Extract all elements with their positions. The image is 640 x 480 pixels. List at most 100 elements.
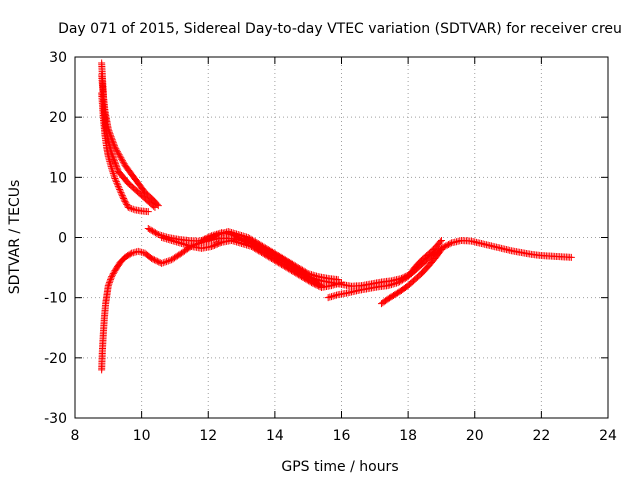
data-point: [110, 142, 118, 150]
data-point: [392, 279, 400, 287]
data-point: [120, 195, 128, 203]
data-point: [164, 236, 172, 244]
data-point: [396, 278, 404, 286]
data-point: [273, 258, 281, 266]
data-point: [283, 258, 291, 266]
data-point: [276, 260, 284, 268]
data-point: [118, 157, 126, 165]
data-point: [391, 280, 399, 288]
data-point: [324, 294, 332, 302]
data-point: [334, 280, 342, 288]
data-point: [216, 239, 224, 247]
data-point: [315, 280, 323, 288]
y-tick-label: -20: [44, 351, 67, 367]
data-point: [144, 224, 152, 232]
data-point: [109, 168, 117, 176]
x-axis-label: GPS time / hours: [281, 459, 398, 475]
data-point: [279, 261, 287, 269]
data-point: [117, 189, 125, 197]
data-point: [106, 277, 114, 285]
data-point: [262, 246, 270, 254]
data-point: [114, 149, 122, 157]
data-point: [116, 187, 124, 195]
data-point: [123, 200, 131, 208]
data-point: [178, 240, 186, 248]
data-point: [163, 258, 171, 266]
data-point: [243, 237, 251, 245]
data-point: [112, 145, 120, 153]
data-point: [443, 241, 451, 249]
x-tick-label: 16: [333, 428, 351, 444]
data-point: [146, 225, 154, 233]
data-point: [107, 276, 115, 284]
data-point: [154, 202, 162, 210]
data-point: [118, 155, 126, 163]
data-point: [115, 184, 123, 192]
data-point: [158, 259, 166, 267]
axis-ticks: 8 10 12 14 16 18 20 22 24 -30 -20 -10 0 10 20 30: [44, 50, 617, 444]
data-point: [283, 264, 291, 272]
data-point: [328, 282, 336, 290]
data-point: [280, 256, 288, 264]
x-tick-label: 8: [71, 428, 80, 444]
y-tick-label: -30: [44, 411, 67, 427]
data-point: [183, 241, 191, 249]
x-tick-label: 22: [532, 428, 550, 444]
data-point: [112, 178, 120, 186]
data-point: [331, 292, 339, 300]
data-point: [176, 239, 184, 247]
data-point: [230, 232, 238, 240]
data-point: [401, 274, 409, 282]
data-point: [113, 148, 121, 156]
data-point: [436, 247, 444, 255]
data-point: [161, 235, 169, 243]
data-point: [258, 244, 266, 252]
data-point: [437, 237, 445, 245]
data-point: [275, 253, 283, 261]
data-point: [240, 236, 248, 244]
data-point: [205, 233, 213, 241]
data-point: [199, 236, 207, 244]
data-point: [228, 237, 236, 245]
data-point: [108, 134, 116, 142]
data-points: [98, 59, 575, 374]
series-late-track: [377, 246, 445, 308]
data-point: [113, 179, 121, 187]
data-point: [285, 265, 293, 273]
data-point: [209, 231, 217, 239]
data-point: [105, 280, 113, 288]
data-point: [110, 173, 118, 181]
x-tick-label: 20: [466, 428, 484, 444]
data-point: [124, 203, 132, 211]
data-point: [120, 196, 128, 204]
data-point: [248, 240, 256, 248]
data-point: [400, 275, 408, 283]
data-point: [108, 136, 116, 144]
data-point: [266, 248, 274, 256]
data-point: [108, 273, 116, 281]
data-point: [338, 279, 345, 287]
data-point: [109, 137, 117, 145]
data-point: [255, 243, 263, 251]
data-point: [213, 230, 221, 238]
series-descending-track-C: [98, 89, 152, 216]
data-point: [129, 205, 137, 213]
data-point: [116, 152, 124, 160]
data-point: [289, 267, 297, 275]
data-point: [128, 205, 136, 213]
data-point: [174, 239, 182, 247]
data-point: [181, 241, 189, 249]
data-point: [149, 255, 157, 263]
data-point: [398, 276, 406, 284]
data-point: [119, 158, 127, 166]
data-point: [437, 246, 445, 254]
data-point: [206, 232, 214, 240]
data-point: [108, 271, 116, 279]
data-point: [111, 175, 119, 183]
data-point: [209, 242, 217, 250]
data-point: [445, 240, 453, 248]
data-point: [208, 243, 216, 251]
data-point: [144, 208, 152, 216]
data-point: [121, 197, 129, 205]
data-point: [387, 281, 395, 289]
